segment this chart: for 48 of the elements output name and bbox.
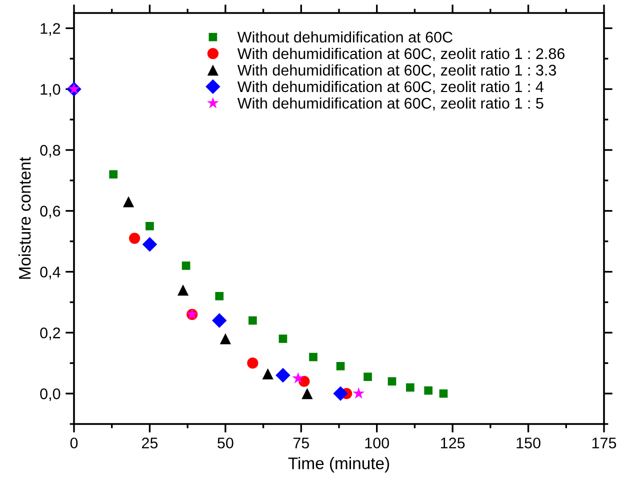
legend-label: Without dehumidification at 60C: [237, 31, 452, 43]
x-tick-label: 50: [218, 438, 234, 448]
point: [122, 196, 134, 208]
x-tick-label: 75: [293, 438, 309, 448]
point: [177, 284, 189, 296]
point: [333, 386, 348, 401]
x-tick-label: 125: [440, 438, 465, 448]
point: [424, 386, 433, 395]
point: [129, 232, 140, 244]
point: [142, 237, 158, 252]
point: [276, 368, 290, 383]
point: [302, 388, 313, 400]
y-tick-label: 0,2: [40, 328, 60, 340]
y-tick-label: 0,4: [40, 266, 60, 280]
x-tick-label: 175: [592, 438, 616, 448]
point: [212, 313, 227, 328]
x-axis-title: Time (minute): [288, 456, 390, 473]
point: [309, 352, 318, 362]
legend-label: With dehumidification at 60C, zeolit ratio 1 : 2.86: [237, 48, 564, 61]
x-tick-label: 150: [516, 438, 540, 448]
legend-label: With dehumidification at 60C, zeolit ratio 1 : 4: [237, 80, 544, 94]
point: [388, 377, 396, 386]
legend-label: With dehumidification at 60C, zeolit ratio 1 : 3.3: [237, 64, 556, 78]
point: [336, 362, 345, 370]
point: [278, 334, 288, 343]
point: [406, 383, 414, 392]
y-tick-label: 0,8: [40, 144, 60, 158]
y-axis-title: Moisture content: [18, 157, 31, 279]
point: [247, 358, 258, 369]
legend-label: With dehumidification at 60C, zeolit ratio 1 : 5: [237, 97, 544, 110]
point: [215, 292, 224, 300]
point: [364, 372, 372, 381]
point: [262, 368, 274, 380]
y-tick-label: 0,0: [40, 388, 60, 402]
point: [439, 389, 448, 398]
point: [220, 333, 231, 344]
point: [182, 262, 190, 270]
x-tick-label: 0: [70, 438, 78, 448]
y-tick-label: 0,6: [40, 206, 60, 218]
point: [292, 372, 304, 384]
point: [146, 222, 154, 230]
point: [352, 387, 365, 399]
y-tick-label: 1,0: [40, 84, 60, 97]
point: [109, 170, 118, 179]
x-tick-label: 25: [142, 438, 158, 448]
point: [248, 316, 257, 325]
y-tick-label: 1,2: [40, 23, 60, 36]
x-tick-label: 100: [365, 438, 390, 448]
